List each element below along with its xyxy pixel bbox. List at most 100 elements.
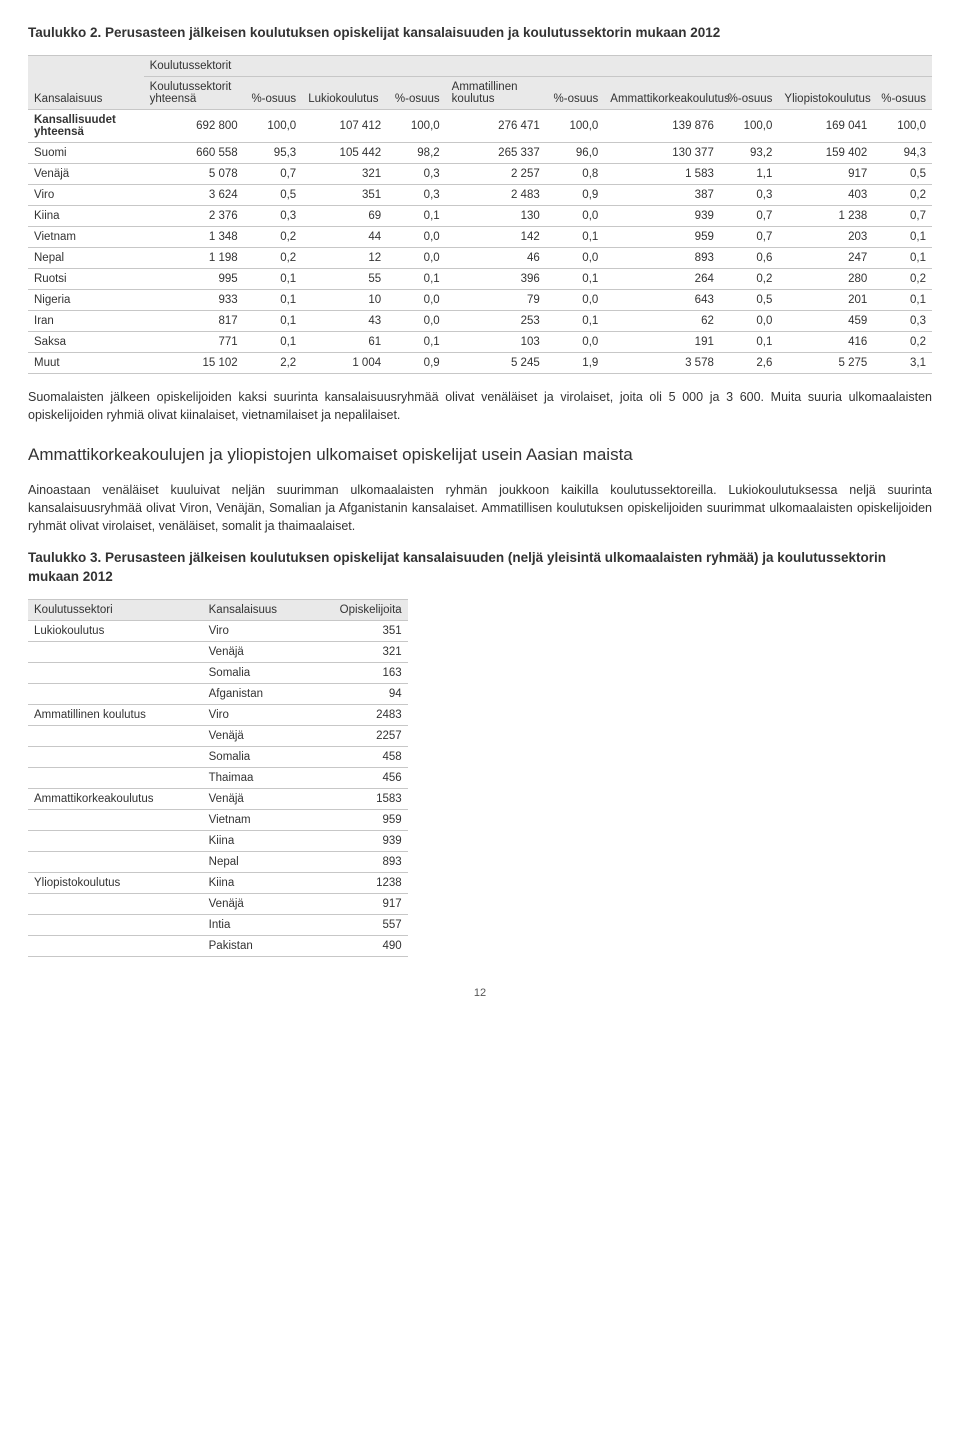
cell: 771 xyxy=(144,331,244,352)
value-cell: 1583 xyxy=(309,789,407,810)
cell: 396 xyxy=(446,268,546,289)
cell: 0,5 xyxy=(720,289,779,310)
cell: 0,0 xyxy=(546,331,605,352)
cell: 0,1 xyxy=(244,310,303,331)
paragraph-2: Ainoastaan venäläiset kuuluivat neljän s… xyxy=(28,481,932,535)
table-row: Intia557 xyxy=(28,915,408,936)
table-row: Nepal893 xyxy=(28,852,408,873)
nationality-cell: Pakistan xyxy=(203,936,310,957)
cell: 1 004 xyxy=(302,352,387,373)
cell: 917 xyxy=(778,163,873,184)
cell: 1,1 xyxy=(720,163,779,184)
cell: 0,1 xyxy=(546,226,605,247)
table-row: Venäjä321 xyxy=(28,642,408,663)
sector-cell xyxy=(28,726,203,747)
table-row: Kiina2 3760,3690,11300,09390,71 2380,7 xyxy=(28,205,932,226)
cell: 0,0 xyxy=(387,289,446,310)
table-row: Pakistan490 xyxy=(28,936,408,957)
table-row: Afganistan94 xyxy=(28,684,408,705)
nationality-cell: Viro xyxy=(203,621,310,642)
nationality-cell: Venäjä xyxy=(203,642,310,663)
cell: 62 xyxy=(604,310,720,331)
sector-cell xyxy=(28,642,203,663)
cell: 130 xyxy=(446,205,546,226)
cell: 933 xyxy=(144,289,244,310)
table3-h2: Opiskelijoita xyxy=(309,600,407,621)
value-cell: 959 xyxy=(309,810,407,831)
row-label: Iran xyxy=(28,310,144,331)
cell: 12 xyxy=(302,247,387,268)
table3: Koulutussektori Kansalaisuus Opiskelijoi… xyxy=(28,599,408,957)
table2-title: Taulukko 2. Perusasteen jälkeisen koulut… xyxy=(28,24,932,43)
cell: 139 876 xyxy=(604,109,720,142)
table-row: Suomi660 55895,3105 44298,2265 33796,013… xyxy=(28,142,932,163)
row-label: Vietnam xyxy=(28,226,144,247)
sector-cell: Lukiokoulutus xyxy=(28,621,203,642)
cell: 0,3 xyxy=(720,184,779,205)
sector-cell xyxy=(28,684,203,705)
cell: 0,1 xyxy=(873,289,932,310)
cell: 201 xyxy=(778,289,873,310)
sector-cell xyxy=(28,768,203,789)
table-row: Venäjä5 0780,73210,32 2570,81 5831,19170… xyxy=(28,163,932,184)
table-row: Venäjä917 xyxy=(28,894,408,915)
cell: 0,3 xyxy=(387,163,446,184)
nationality-cell: Venäjä xyxy=(203,894,310,915)
nationality-cell: Kiina xyxy=(203,873,310,894)
table2-sub-2: Lukiokoulutus xyxy=(302,76,387,109)
cell: 2,6 xyxy=(720,352,779,373)
cell: 55 xyxy=(302,268,387,289)
cell: 100,0 xyxy=(720,109,779,142)
nationality-cell: Venäjä xyxy=(203,789,310,810)
sector-cell: Ammatillinen koulutus xyxy=(28,705,203,726)
cell: 0,1 xyxy=(546,268,605,289)
cell: 107 412 xyxy=(302,109,387,142)
nationality-cell: Nepal xyxy=(203,852,310,873)
cell: 5 078 xyxy=(144,163,244,184)
cell: 10 xyxy=(302,289,387,310)
row-label: Muut xyxy=(28,352,144,373)
cell: 0,2 xyxy=(873,331,932,352)
cell: 459 xyxy=(778,310,873,331)
row-label: Nigeria xyxy=(28,289,144,310)
section-title: Ammattikorkeakoulujen ja yliopistojen ul… xyxy=(28,444,932,467)
cell: 0,1 xyxy=(720,331,779,352)
cell: 0,1 xyxy=(244,331,303,352)
nationality-cell: Somalia xyxy=(203,663,310,684)
cell: 100,0 xyxy=(244,109,303,142)
cell: 0,0 xyxy=(387,310,446,331)
cell: 351 xyxy=(302,184,387,205)
cell: 0,1 xyxy=(546,310,605,331)
cell: 280 xyxy=(778,268,873,289)
nationality-cell: Kiina xyxy=(203,831,310,852)
table-row: Somalia458 xyxy=(28,747,408,768)
cell: 403 xyxy=(778,184,873,205)
value-cell: 939 xyxy=(309,831,407,852)
cell: 142 xyxy=(446,226,546,247)
value-cell: 94 xyxy=(309,684,407,705)
row-label: Suomi xyxy=(28,142,144,163)
value-cell: 490 xyxy=(309,936,407,957)
cell: 43 xyxy=(302,310,387,331)
row-label: Kansallisuudet yhteensä xyxy=(28,109,144,142)
cell: 893 xyxy=(604,247,720,268)
cell: 1,9 xyxy=(546,352,605,373)
table-row: Thaimaa456 xyxy=(28,768,408,789)
table-row: Ammatillinen koulutusViro2483 xyxy=(28,705,408,726)
nationality-cell: Viro xyxy=(203,705,310,726)
cell: 0,0 xyxy=(546,205,605,226)
cell: 169 041 xyxy=(778,109,873,142)
table2-sub-4: Ammatillinen koulutus xyxy=(446,76,546,109)
value-cell: 321 xyxy=(309,642,407,663)
cell: 0,5 xyxy=(873,163,932,184)
table2-sub-0: Koulutussektorit yhteensä xyxy=(144,76,244,109)
table-row: Somalia163 xyxy=(28,663,408,684)
sector-cell: Yliopistokoulutus xyxy=(28,873,203,894)
cell: 0,0 xyxy=(720,310,779,331)
table-row: Ruotsi9950,1550,13960,12640,22800,2 xyxy=(28,268,932,289)
cell: 100,0 xyxy=(873,109,932,142)
nationality-cell: Thaimaa xyxy=(203,768,310,789)
cell: 0,1 xyxy=(387,331,446,352)
cell: 203 xyxy=(778,226,873,247)
value-cell: 456 xyxy=(309,768,407,789)
